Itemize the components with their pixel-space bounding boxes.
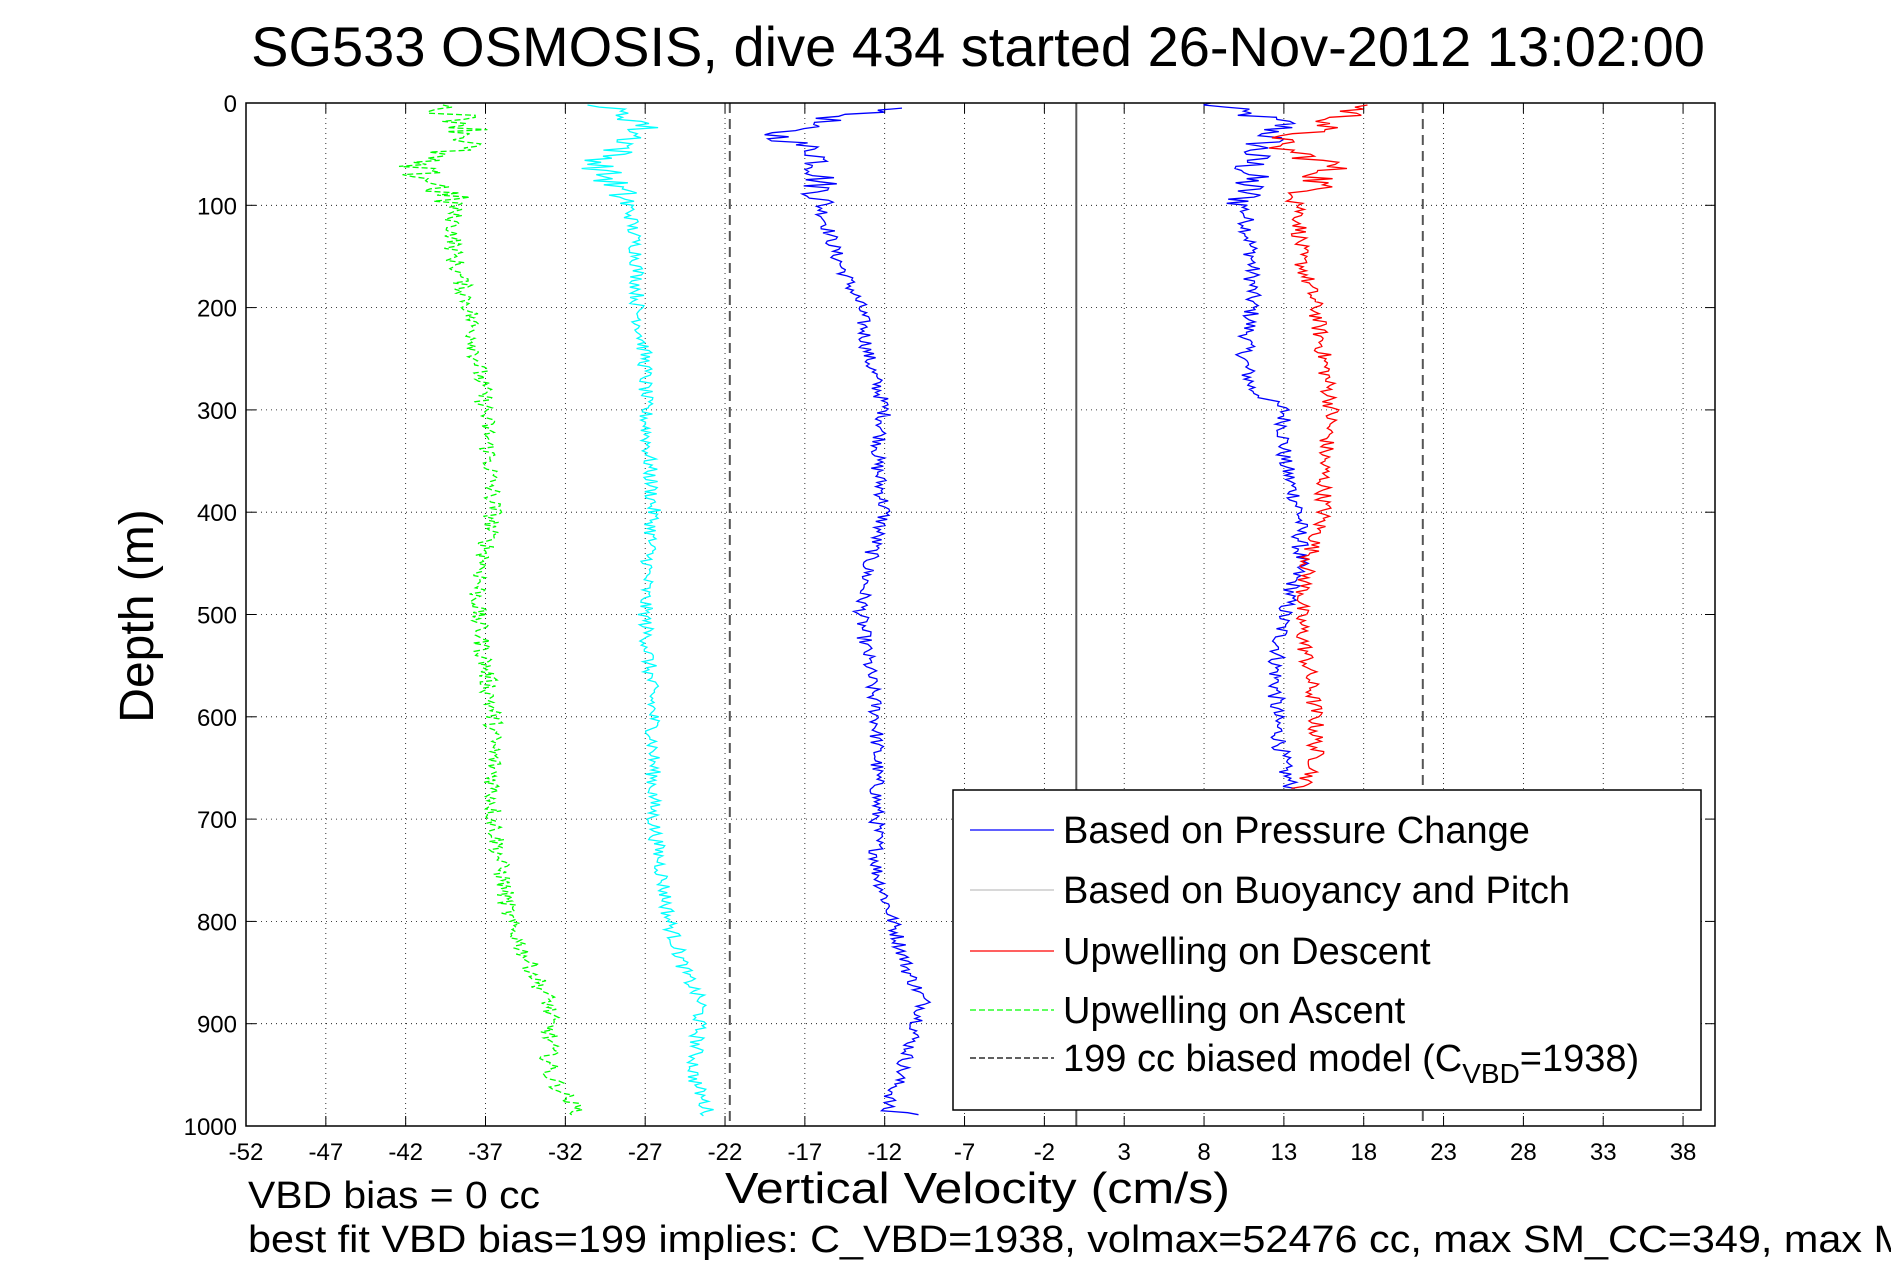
legend-box: [952, 789, 1702, 1111]
grid: [245, 102, 1715, 1127]
y-tick-label: 200: [197, 296, 237, 323]
y-tick-label: 900: [197, 1012, 237, 1039]
x-tick-label: 3: [1118, 1139, 1131, 1166]
series-line: [764, 107, 932, 1116]
x-tick-label: -37: [468, 1139, 503, 1166]
x-tick-label: 13: [1271, 1139, 1298, 1166]
x-tick-label: 33: [1590, 1139, 1617, 1166]
legend-label: Based on Pressure Change: [1063, 810, 1530, 852]
y-tick-label: 0: [224, 91, 237, 118]
y-tick-labels: 0 100 200 300 400 500 600 700 800 900 1000: [184, 91, 237, 1141]
legend-subscript: VBD: [1462, 1058, 1520, 1089]
legend-label: Upwelling on Descent: [1063, 931, 1431, 973]
plot-frame: [245, 102, 1716, 1127]
series-group: [398, 102, 1368, 1117]
legend-label: Upwelling on Ascent: [1063, 990, 1406, 1032]
y-tick-label: 100: [197, 193, 237, 220]
x-tick-label: -2: [1034, 1139, 1055, 1166]
x-tick-label: -22: [708, 1139, 743, 1166]
y-axis-label: Depth (m): [111, 509, 164, 722]
legend-label: Based on Buoyancy and Pitch: [1063, 870, 1570, 912]
x-tick-label: -12: [867, 1139, 902, 1166]
footer-vbd-bias: VBD bias = 0 cc: [248, 1175, 540, 1217]
x-tick-labels: -52 -47 -42 -37 -32 -27 -22 -17 -12 -7 -2 3 8 13 18 23 2…: [229, 1139, 1697, 1166]
y-tick-label: 400: [197, 500, 237, 527]
x-tick-label: 28: [1510, 1139, 1537, 1166]
y-tick-label: 800: [197, 909, 237, 936]
x-tick-label: -32: [548, 1139, 583, 1166]
legend: Based on Pressure Change Based on Buoyanc…: [952, 789, 1702, 1111]
x-tick-label: -27: [628, 1139, 663, 1166]
footer-best-fit: best fit VBD bias=199 implies: C_VBD=193…: [248, 1219, 1891, 1261]
x-tick-label: -7: [954, 1139, 975, 1166]
x-tick-label: -47: [308, 1139, 343, 1166]
x-tick-label: 8: [1197, 1139, 1210, 1166]
x-tick-label: -17: [788, 1139, 823, 1166]
x-axis-label: Vertical Velocity (cm/s): [725, 1164, 1230, 1213]
series-line: [581, 104, 714, 1117]
series-line: [1203, 102, 1310, 790]
y-tick-label: 600: [197, 705, 237, 732]
y-tick-label: 700: [197, 807, 237, 834]
y-tick-label: 500: [197, 603, 237, 630]
y-tick-label: 1000: [184, 1114, 237, 1141]
legend-label-end: =1938): [1520, 1038, 1639, 1080]
x-tick-label: 23: [1430, 1139, 1457, 1166]
y-tick-label: 300: [197, 398, 237, 425]
x-tick-label: -52: [229, 1139, 264, 1166]
x-tick-label: 38: [1670, 1139, 1697, 1166]
x-tick-label: 18: [1350, 1139, 1377, 1166]
series-line: [398, 104, 583, 1117]
x-tick-label: -42: [388, 1139, 423, 1166]
series-line: [1268, 104, 1368, 790]
chart-title: SG533 OSMOSIS, dive 434 started 26-Nov-2…: [251, 15, 1705, 78]
